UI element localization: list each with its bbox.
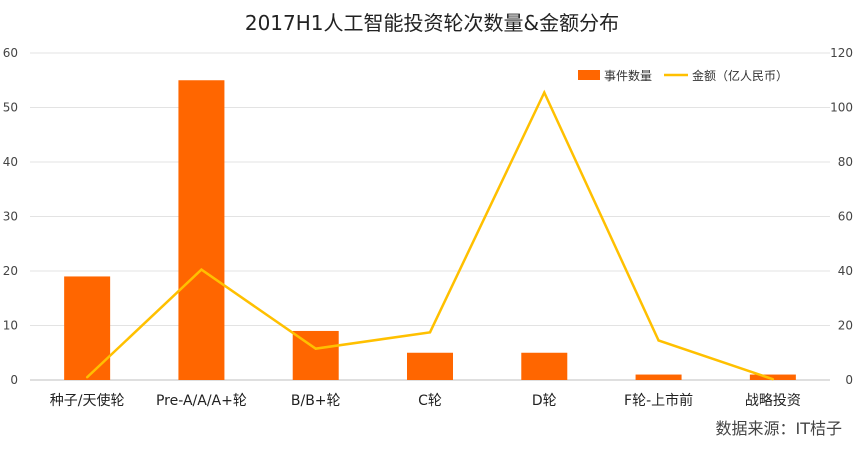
legend-bar-label: 事件数量: [604, 68, 652, 83]
left-tick-label: 20: [3, 264, 18, 278]
left-tick-label: 30: [3, 210, 18, 224]
source-note: 数据来源：IT桔子: [716, 419, 843, 438]
category-label: F轮-上市前: [624, 392, 693, 409]
line-point: [428, 331, 432, 334]
bar: [521, 352, 568, 380]
left-tick-label: 50: [3, 101, 18, 115]
category-labels: 种子/天使轮 Pre-A/A/A+轮 B/B+轮 C轮 D轮 F轮-上市前 战略投资: [50, 392, 801, 409]
line-point: [85, 376, 89, 379]
right-tick-label: 40: [838, 264, 853, 278]
line-point: [771, 377, 775, 381]
legend-bar-swatch: [578, 70, 600, 80]
chart-title: 2017H1人工智能投资轮次数量&金额分布: [245, 11, 619, 35]
line-point: [657, 339, 660, 342]
category-label: D轮: [532, 393, 557, 409]
category-label: 战略投资: [745, 393, 801, 409]
line-point: [314, 347, 317, 350]
right-tick-label: 0: [845, 373, 853, 387]
category-label: B/B+轮: [291, 393, 341, 409]
category-label: C轮: [418, 393, 442, 409]
legend: 事件数量 金额（亿人民币）: [578, 68, 788, 83]
line-series: [85, 89, 775, 381]
right-tick-label: 60: [838, 210, 853, 224]
left-tick-label: 0: [10, 373, 18, 387]
left-axis-ticks: 0 10 20 30 40 50 60: [3, 46, 18, 387]
gridlines: [30, 52, 830, 381]
left-tick-label: 10: [3, 319, 18, 333]
line-point: [543, 91, 546, 94]
legend-line-label: 金额（亿人民币）: [692, 68, 788, 83]
right-tick-label: 20: [838, 319, 853, 333]
category-label: 种子/天使轮: [50, 392, 125, 409]
bar: [178, 80, 225, 380]
right-axis-ticks: 0 20 40 60 80 100 120: [830, 46, 853, 387]
left-tick-label: 40: [3, 155, 18, 169]
right-tick-label: 100: [830, 101, 853, 115]
bar: [407, 352, 453, 380]
bar: [64, 276, 111, 380]
bar: [749, 374, 796, 380]
left-tick-label: 60: [3, 46, 18, 60]
right-tick-label: 80: [838, 155, 853, 169]
right-tick-label: 120: [830, 46, 853, 60]
category-label: Pre-A/A/A+轮: [156, 393, 247, 409]
line-point: [200, 268, 203, 271]
bar: [635, 374, 682, 380]
bar-series: [64, 80, 796, 380]
